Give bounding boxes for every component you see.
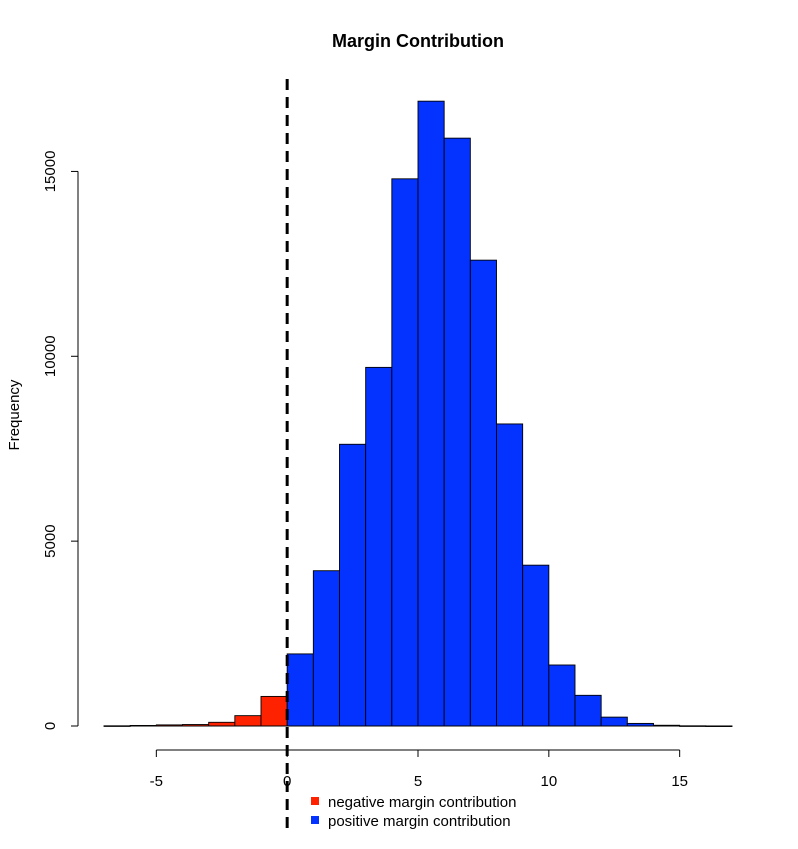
y-tick-label-0: 0 — [42, 722, 59, 730]
positive-bar-12 — [600, 716, 628, 727]
positive-bar-5 — [417, 100, 445, 727]
positive-bar-6 — [443, 137, 471, 727]
y-axis-label: Frequency — [6, 379, 23, 450]
y-axis: 0 5000 10000 15000 — [42, 151, 79, 730]
positive-bar-8 — [496, 423, 524, 727]
y-tick-label-2: 10000 — [42, 335, 59, 377]
x-tick-label-2: 5 — [414, 773, 422, 790]
x-tick-label-3: 10 — [540, 773, 557, 790]
positive-bar-9 — [522, 564, 550, 727]
y-tick-label-1: 5000 — [42, 524, 59, 557]
positive-bar-7 — [469, 259, 497, 727]
y-tick-label-3: 15000 — [42, 151, 59, 193]
legend-label-1: positive margin contribution — [328, 813, 511, 830]
negative-bar-4 — [208, 721, 236, 727]
x-axis: -5051015 — [150, 749, 688, 790]
positive-bar-0 — [286, 653, 314, 727]
legend-swatch-0 — [311, 797, 319, 805]
positive-bar-3 — [365, 366, 393, 727]
legend: negative margin contribution positive mar… — [311, 794, 516, 830]
x-tick-label-0: -5 — [150, 773, 163, 790]
legend-label-0: negative margin contribution — [328, 794, 516, 811]
x-tick-label-4: 15 — [671, 773, 688, 790]
positive-bar-4 — [391, 178, 419, 727]
negative-bar-5 — [234, 715, 262, 727]
positive-bar-1 — [312, 570, 340, 727]
negative-bar-6 — [260, 695, 288, 727]
chart-title: Margin Contribution — [332, 31, 504, 51]
positive-bar-2 — [339, 443, 367, 727]
positive-bar-10 — [548, 664, 576, 727]
histogram-bars — [103, 100, 733, 727]
positive-bar-11 — [574, 694, 602, 727]
legend-swatch-1 — [311, 816, 319, 824]
